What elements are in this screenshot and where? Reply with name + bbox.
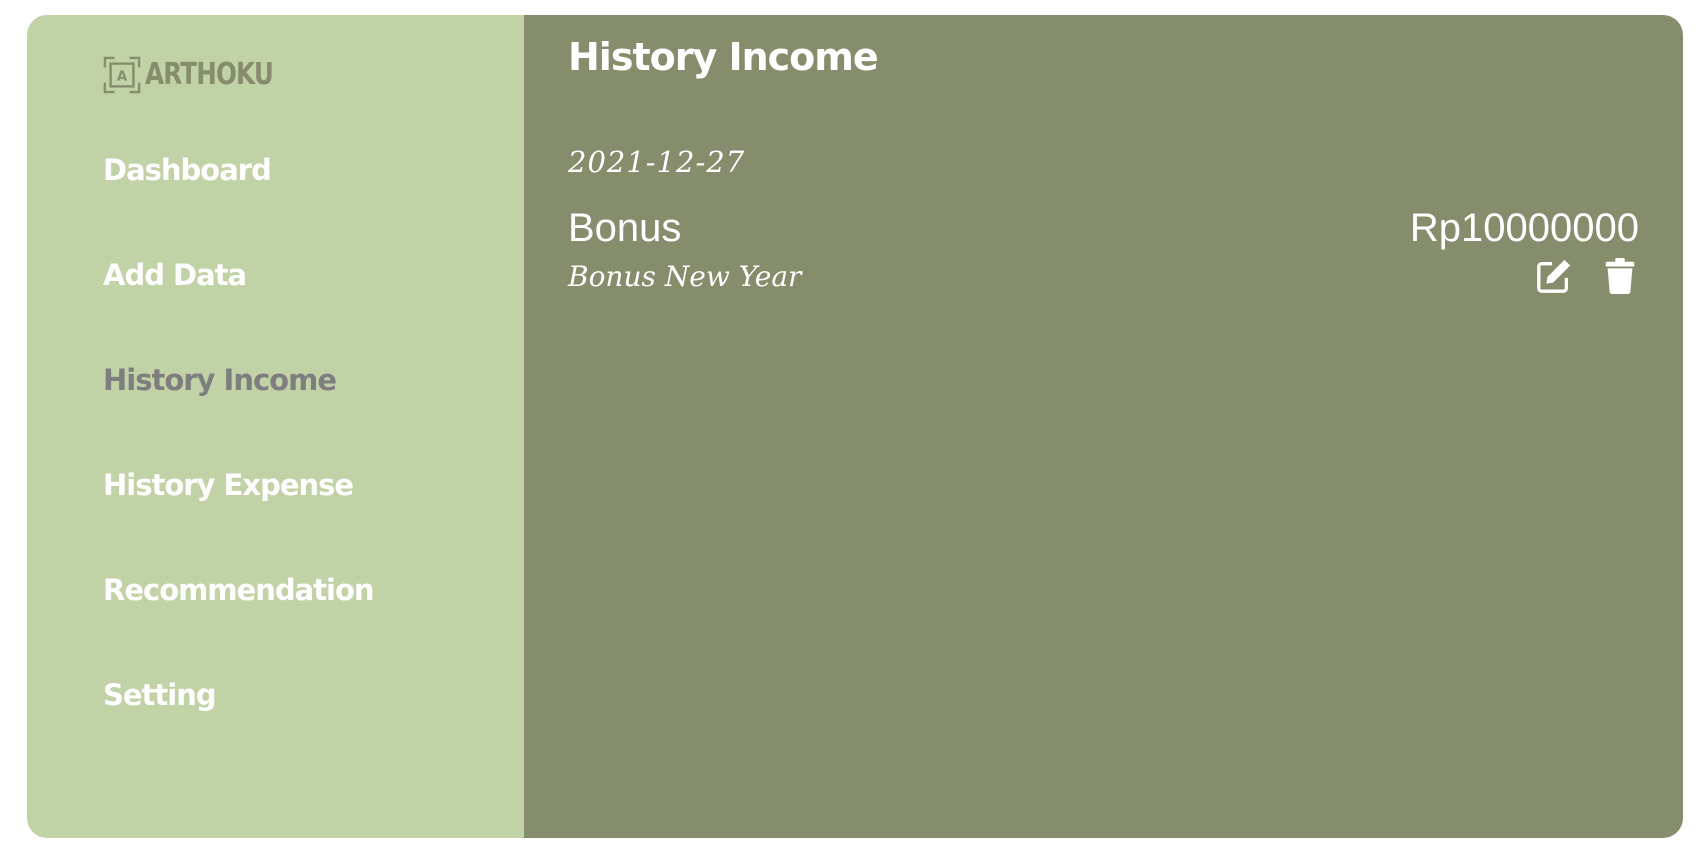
- record-header: Bonus Rp10000000: [568, 203, 1639, 253]
- trash-icon[interactable]: [1601, 257, 1639, 295]
- brand-logo[interactable]: A ARTHOKU: [103, 56, 301, 94]
- record-description: Bonus New Year: [568, 259, 802, 293]
- sidebar-nav: Dashboard Add Data History Income Histor…: [103, 150, 375, 780]
- logo-icon: A: [103, 56, 141, 94]
- record-amount: Rp10000000: [1409, 205, 1639, 250]
- sidebar-item-add-data[interactable]: Add Data: [103, 258, 247, 292]
- record-actions: [1535, 257, 1639, 295]
- sidebar-item-history-expense[interactable]: History Expense: [103, 468, 354, 502]
- app-window: A ARTHOKU Dashboard Add Data History Inc…: [27, 15, 1683, 838]
- svg-text:A: A: [117, 70, 128, 85]
- sidebar: A ARTHOKU Dashboard Add Data History Inc…: [27, 15, 524, 838]
- record-date: 2021-12-27: [568, 145, 746, 179]
- income-record: 2021-12-27 Bonus Rp10000000 Bonus New Ye…: [568, 145, 1639, 295]
- record-title: Bonus: [568, 205, 682, 250]
- page-title: History Income: [568, 35, 879, 79]
- sidebar-item-history-income[interactable]: History Income: [103, 363, 337, 397]
- sidebar-item-setting[interactable]: Setting: [103, 678, 217, 712]
- brand-name: ARTHOKU: [145, 57, 274, 92]
- sidebar-item-recommendation[interactable]: Recommendation: [103, 573, 375, 607]
- record-footer: Bonus New Year: [568, 257, 1639, 295]
- edit-icon[interactable]: [1535, 257, 1573, 295]
- sidebar-item-dashboard[interactable]: Dashboard: [103, 153, 272, 187]
- main-content: History Income 2021-12-27 Bonus Rp100000…: [524, 15, 1683, 838]
